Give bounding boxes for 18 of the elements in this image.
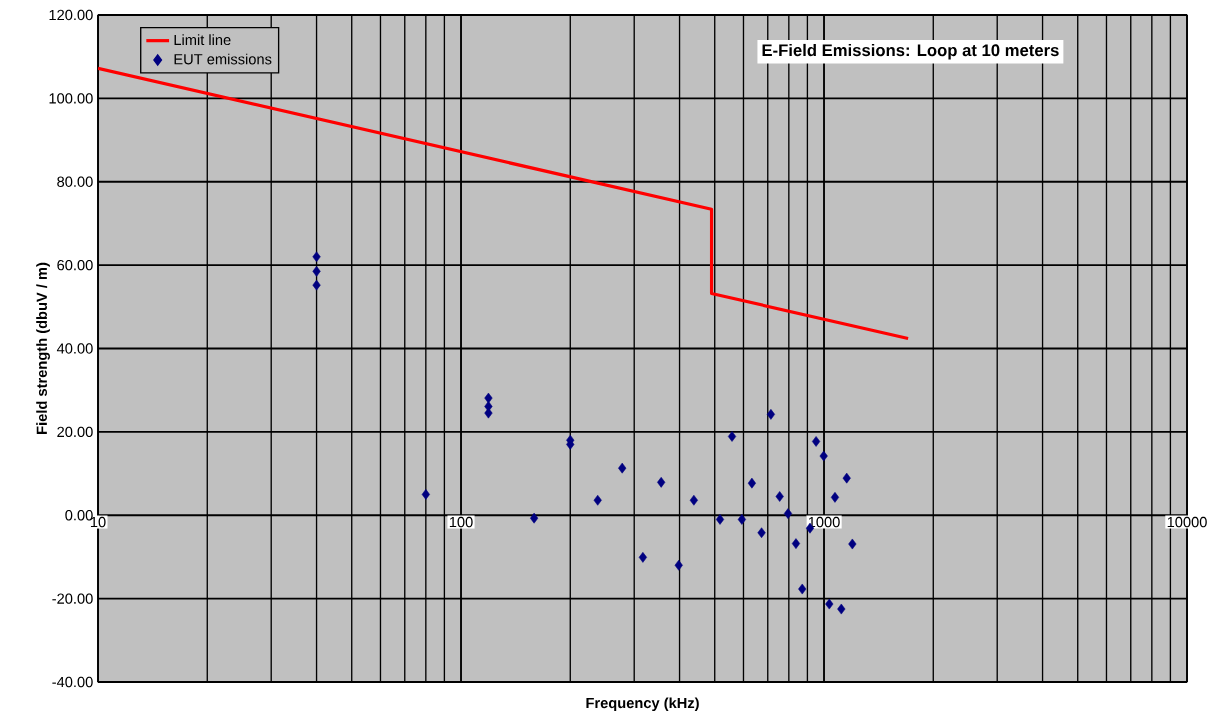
y-tick-label: 100.00 [49,93,93,104]
y-tick-label: -20.00 [52,593,93,604]
x-tick-label: 100 [449,516,473,528]
y-tick-label: 120.00 [49,9,93,21]
y-tick-label: 0.00 [65,510,93,521]
y-tick-label: 60.00 [57,259,93,271]
y-tick-label: -40.00 [52,676,93,688]
y-tick-label: 80.00 [57,176,93,187]
legend-label: Limit line [174,34,231,46]
y-tick-label: 40.00 [56,343,93,354]
x-tick-label: 10 [90,516,106,528]
y-tick-label: 20.00 [57,426,93,438]
text: E-Field Emissions: Loop at 10 meters [762,43,1059,60]
x-axis-title: Frequency (kHz) [586,697,699,712]
x-tick-label: 1000 [808,516,840,528]
x-tick-label: 10000 [1167,516,1207,528]
y-axis-title: Field strength (dbuV / m) [36,262,50,434]
legend-label: EUT emissions [174,53,272,65]
